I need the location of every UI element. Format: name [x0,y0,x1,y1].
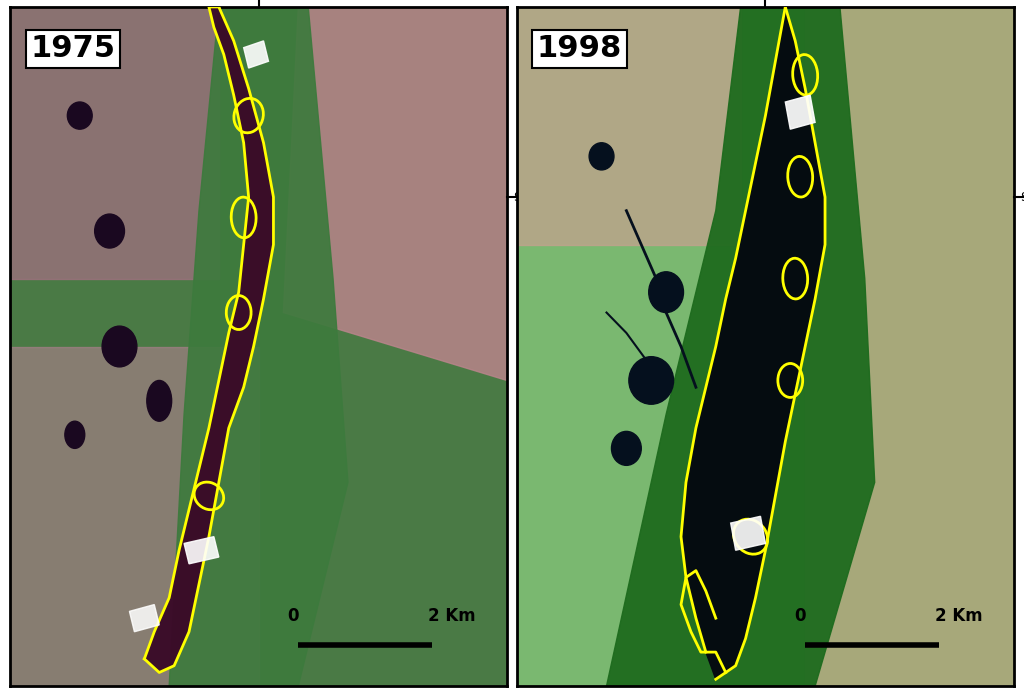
Ellipse shape [611,431,641,466]
Polygon shape [805,7,1014,686]
Ellipse shape [589,143,614,170]
Polygon shape [785,95,815,129]
Polygon shape [731,516,766,550]
Text: S 14° 50': S 14° 50' [1021,191,1024,204]
Ellipse shape [102,326,137,367]
Polygon shape [681,7,825,679]
Polygon shape [184,536,219,564]
Text: 1998: 1998 [537,34,623,63]
Polygon shape [517,7,740,245]
Text: 2 Km: 2 Km [428,607,476,625]
Text: 0: 0 [795,607,806,625]
Polygon shape [129,604,160,632]
Ellipse shape [629,357,674,404]
Ellipse shape [146,380,172,421]
Ellipse shape [68,102,92,129]
Polygon shape [10,7,219,279]
Polygon shape [244,41,268,68]
Polygon shape [284,7,507,380]
Ellipse shape [65,421,85,448]
Text: 2 Km: 2 Km [935,607,983,625]
Polygon shape [606,7,874,686]
Text: 1975: 1975 [30,34,115,63]
Text: S 14° 50': S 14° 50' [514,191,572,204]
Polygon shape [144,7,273,672]
Text: 0: 0 [288,607,299,625]
Polygon shape [10,346,258,686]
Polygon shape [169,7,348,686]
Ellipse shape [94,214,125,248]
Ellipse shape [649,272,683,313]
